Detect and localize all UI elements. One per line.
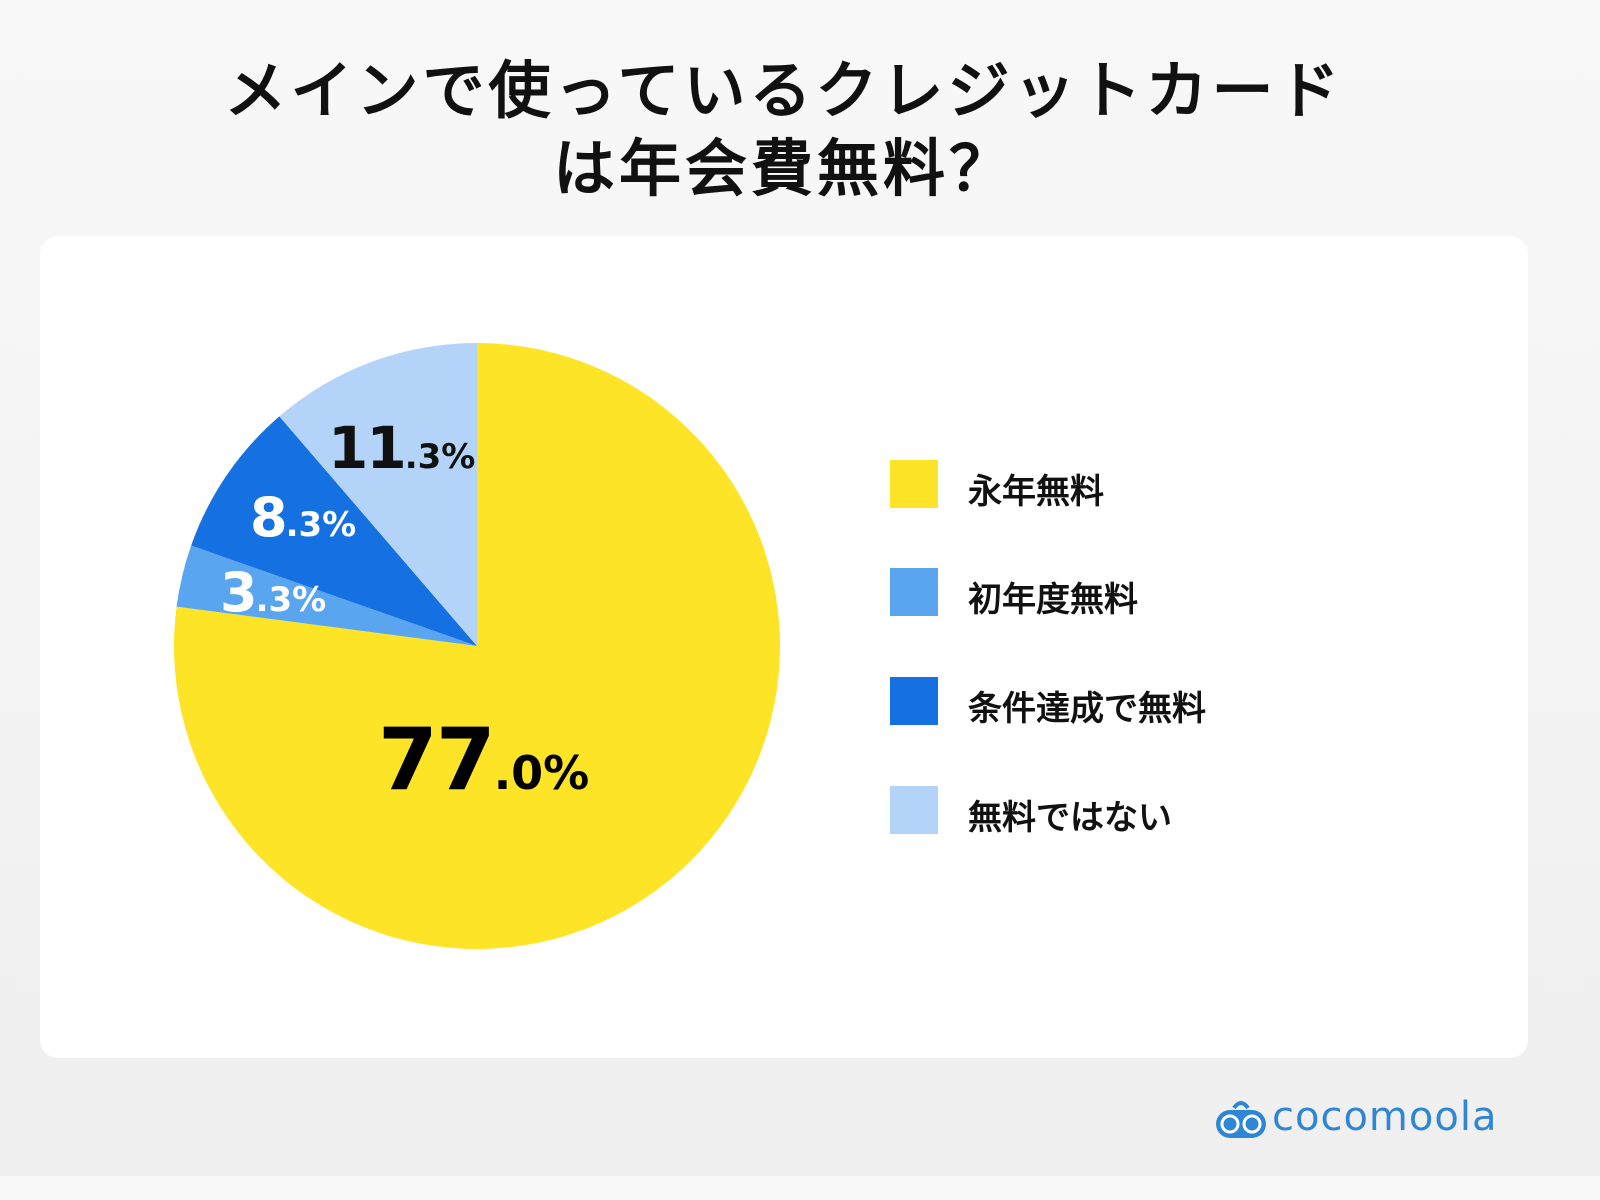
slice-label-joken: 8.3% — [250, 486, 357, 549]
chart-title-line2: は年会費無料？ — [552, 132, 1015, 205]
pie-slice — [279, 343, 477, 646]
chart-title-line1: メインで使っているクレジットカード — [224, 54, 1344, 127]
chart-card: 77.0% 3.3% 8.3% 11.3% 永年無料 初年度無料 条件達成で無料… — [40, 236, 1528, 1058]
legend-label: 永年無料 — [968, 472, 1104, 512]
legend-label: 無料ではない — [968, 798, 1172, 838]
legend-label: 初年度無料 — [968, 580, 1138, 620]
legend-swatch — [890, 460, 938, 508]
brand-name: cocomoola — [1272, 1094, 1498, 1140]
binoculars-logo-icon — [1216, 1101, 1266, 1138]
chart-title: メインで使っているクレジットカード は年会費無料？ — [0, 52, 1568, 208]
legend-item-yuryo: 無料ではない — [890, 786, 1290, 838]
legend-swatch — [890, 568, 938, 616]
slice-label-eikyu: 77.0% — [378, 710, 590, 810]
legend-label: 条件達成で無料 — [968, 689, 1206, 729]
legend-item-joken: 条件達成で無料 — [890, 677, 1290, 729]
pie-slice — [176, 545, 477, 646]
slice-label-yuryo: 11.3% — [328, 414, 476, 482]
pie-chart — [174, 343, 781, 949]
legend-swatch — [890, 786, 938, 834]
legend-swatch — [890, 677, 938, 725]
pie-slice — [191, 416, 477, 646]
legend-item-eikyu: 永年無料 — [890, 460, 1290, 512]
brand-logo: cocomoola — [1214, 1094, 1534, 1144]
legend-item-shonendo: 初年度無料 — [890, 568, 1290, 620]
slice-label-shonendo: 3.3% — [220, 561, 327, 624]
